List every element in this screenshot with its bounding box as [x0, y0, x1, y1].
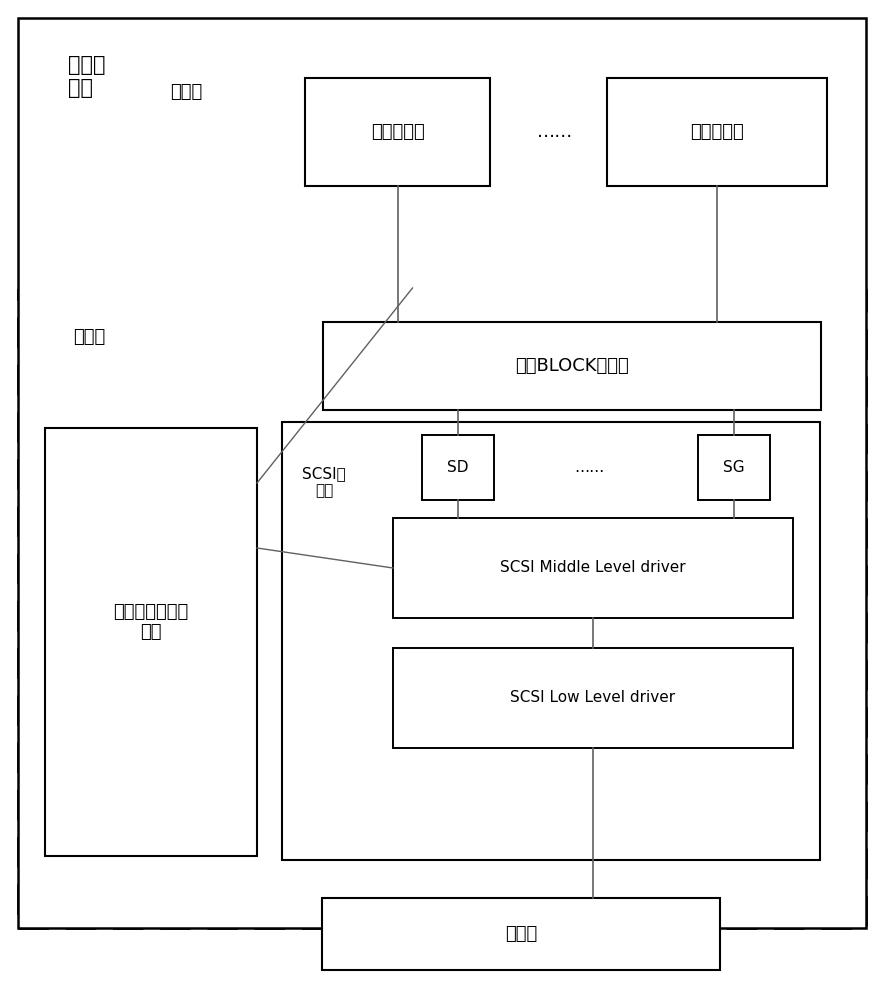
Text: 存储器错误处理
组件: 存储器错误处理 组件: [113, 603, 188, 641]
Text: 用户态应用: 用户态应用: [370, 123, 424, 141]
Bar: [100, 45, 862, 293]
Text: 存储器: 存储器: [505, 925, 537, 943]
Bar: [323, 322, 821, 410]
Text: SCSI协
议栈: SCSI协 议栈: [302, 466, 346, 498]
Bar: [393, 648, 793, 748]
Text: SD: SD: [447, 460, 469, 475]
Text: 内核态: 内核态: [73, 328, 105, 346]
Text: 计算机
系统: 计算机 系统: [68, 55, 105, 98]
Bar: [18, 290, 866, 928]
Text: SCSI Low Level driver: SCSI Low Level driver: [510, 690, 675, 706]
Bar: [607, 78, 827, 186]
Bar: [698, 435, 770, 500]
Bar: [322, 898, 720, 970]
Text: 块（BLOCK）设备: 块（BLOCK）设备: [515, 357, 629, 375]
Bar: [282, 422, 820, 860]
Bar: [305, 78, 490, 186]
Text: 用户态: 用户态: [170, 83, 202, 101]
Text: ……: ……: [574, 460, 604, 475]
Text: SG: SG: [723, 460, 745, 475]
Bar: [45, 428, 257, 856]
Bar: [422, 435, 494, 500]
Text: ……: ……: [537, 123, 573, 141]
Text: SCSI Middle Level driver: SCSI Middle Level driver: [500, 560, 686, 576]
Text: 用户态应用: 用户态应用: [690, 123, 743, 141]
Bar: [393, 518, 793, 618]
